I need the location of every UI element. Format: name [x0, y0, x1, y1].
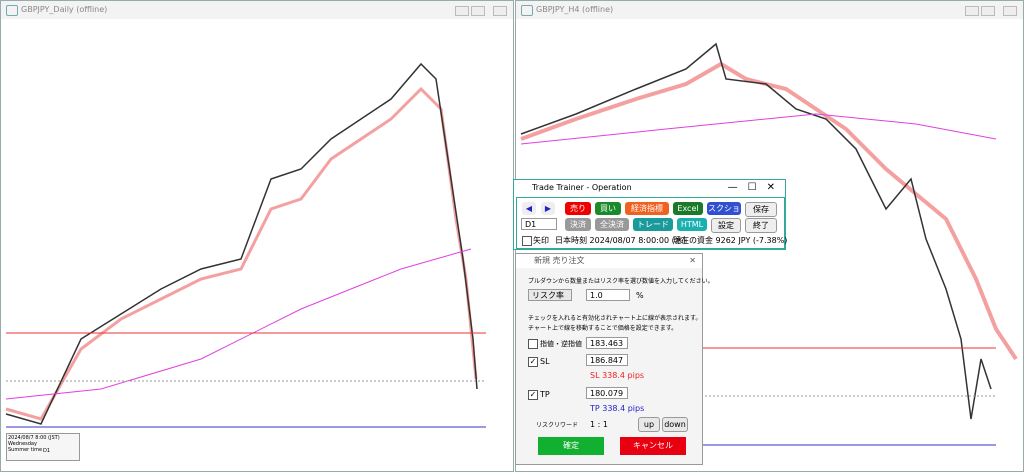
- minimize[interactable]: [965, 6, 979, 16]
- down-button[interactable]: down: [662, 417, 688, 432]
- moving-average: [5, 248, 472, 400]
- sell-button[interactable]: 売り: [565, 202, 591, 215]
- maximize[interactable]: [981, 6, 995, 16]
- econ-button[interactable]: 経済指標: [625, 202, 669, 215]
- buy-button[interactable]: 買い: [595, 202, 621, 215]
- close[interactable]: [1003, 6, 1017, 16]
- note: チェックを入れると有効化されチャート上に線が表示されます。: [528, 315, 702, 322]
- icon: [521, 5, 533, 16]
- tp-label: TP: [540, 390, 550, 399]
- close-all-button[interactable]: 全決済: [595, 218, 629, 231]
- close[interactable]: ✕: [689, 256, 696, 265]
- price-chart: [5, 62, 486, 428]
- dialog-title: 新規 売り注文: [534, 256, 585, 265]
- daily-chart-window: GBPJPY_Daily (offline) 2024/08/7 8:00 (J…: [0, 0, 514, 472]
- html-button[interactable]: HTML: [677, 218, 707, 231]
- save-button[interactable]: 保存: [745, 202, 777, 217]
- moving-average: [520, 61, 1018, 361]
- info-box: 2024/08/7 8:00 (JST) Wednesday Summer ti…: [6, 433, 80, 461]
- sl-input[interactable]: 186.847: [586, 354, 628, 366]
- trade-button[interactable]: トレード: [633, 218, 673, 231]
- moving-average: [5, 86, 478, 421]
- settings-button[interactable]: 設定: [711, 218, 741, 233]
- time-label: 日本時刻 2024/08/07 8:00:00 (水): [555, 236, 686, 245]
- confirm-button[interactable]: 確定: [538, 437, 604, 455]
- title-bar: 新規 売り注文 ✕: [516, 254, 702, 268]
- close[interactable]: [493, 6, 507, 16]
- instruction: プルダウンから数量またはリスク率を選び数値を入力してください。: [528, 278, 714, 285]
- title-bar: Trade Trainer - Operation — ☐ ✕: [514, 180, 785, 196]
- order-dialog: 新規 売り注文 ✕ プルダウンから数量またはリスク率を選び数値を入力してください。…: [515, 253, 714, 465]
- exit-button[interactable]: 終了: [745, 218, 777, 233]
- close-button[interactable]: 決済: [565, 218, 591, 231]
- tp-checkbox[interactable]: ✓: [528, 390, 538, 400]
- window-title: GBPJPY_H4 (offline): [536, 5, 614, 14]
- sl-label: SL: [540, 357, 550, 366]
- toolbar: ◀ ▶ 売り 買い 経済指標 Excel スクショ 保存 D1 決済 全決済 ト…: [516, 197, 788, 249]
- limit-input[interactable]: 183.463: [586, 337, 628, 349]
- info-weekday: Wednesday: [8, 441, 37, 447]
- prev-button[interactable]: ◀: [522, 202, 536, 215]
- minimize[interactable]: [455, 6, 469, 16]
- balance-label: 現在の資金 9262 JPY (-7.38%): [673, 236, 788, 245]
- excel-button[interactable]: Excel: [673, 202, 703, 215]
- arrow-label: 矢印: [533, 236, 549, 245]
- operation-window: Trade Trainer - Operation — ☐ ✕ ◀ ▶ 売り 買い…: [513, 179, 788, 250]
- limit-checkbox[interactable]: [528, 339, 538, 349]
- title-bar: GBPJPY_H4 (offline): [516, 1, 1023, 19]
- screenshot-button[interactable]: スクショ: [707, 202, 741, 215]
- next-button[interactable]: ▶: [541, 202, 555, 215]
- info-season: Summer time: [8, 447, 43, 453]
- window-title: GBPJPY_Daily (offline): [21, 5, 108, 14]
- title-bar: GBPJPY_Daily (offline): [1, 1, 513, 19]
- cancel-button[interactable]: キャンセル: [620, 437, 686, 455]
- moving-average: [520, 113, 997, 145]
- note: チャート上で線を移動することで価格を設定できます。: [528, 325, 678, 332]
- info-timeframe: D1: [43, 448, 51, 454]
- limit-label: 指値・逆指値: [540, 340, 582, 348]
- tp-pips: TP 338.4 pips: [590, 404, 645, 413]
- timeframe-select[interactable]: D1: [521, 218, 557, 230]
- info-date: 2024/08/7 8:00 (JST): [8, 435, 60, 441]
- tp-input[interactable]: 180.079: [586, 387, 628, 399]
- mode-select[interactable]: リスク率: [528, 289, 572, 301]
- risk-input[interactable]: 1.0: [586, 289, 630, 301]
- unit: %: [636, 291, 644, 300]
- window-controls[interactable]: — ☐ ✕: [727, 182, 775, 193]
- rr-value: 1 : 1: [590, 420, 608, 429]
- sl-pips: SL 338.4 pips: [590, 371, 645, 380]
- window-title: Trade Trainer - Operation: [532, 183, 632, 192]
- rr-label: リスクリワード: [536, 422, 579, 429]
- icon: [6, 5, 18, 16]
- price-line: [520, 42, 992, 420]
- up-button[interactable]: up: [638, 417, 660, 432]
- maximize[interactable]: [471, 6, 485, 16]
- sl-checkbox[interactable]: ✓: [528, 357, 538, 367]
- arrow-checkbox[interactable]: [522, 236, 532, 246]
- price-line: [5, 62, 478, 425]
